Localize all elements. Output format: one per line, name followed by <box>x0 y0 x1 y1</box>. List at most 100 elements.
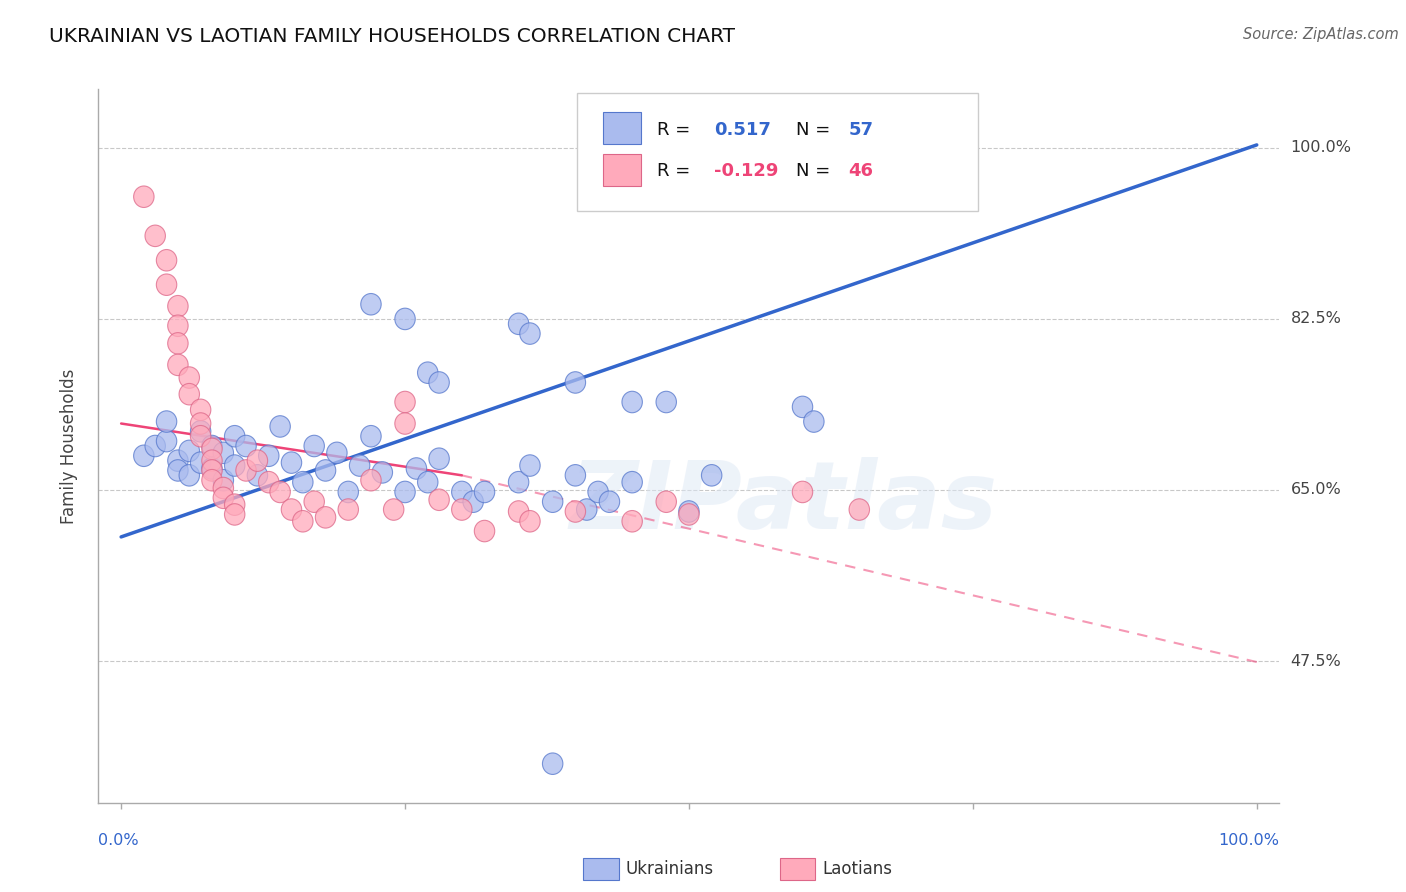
Ellipse shape <box>179 384 200 405</box>
Ellipse shape <box>214 442 233 464</box>
Ellipse shape <box>190 421 211 442</box>
Ellipse shape <box>621 392 643 413</box>
Ellipse shape <box>315 507 336 528</box>
Text: 100.0%: 100.0% <box>1291 140 1351 155</box>
Text: Source: ZipAtlas.com: Source: ZipAtlas.com <box>1243 27 1399 42</box>
Ellipse shape <box>202 458 222 479</box>
Ellipse shape <box>543 753 562 774</box>
Ellipse shape <box>247 450 267 471</box>
Ellipse shape <box>679 504 699 525</box>
Ellipse shape <box>565 465 585 486</box>
Ellipse shape <box>804 411 824 433</box>
Ellipse shape <box>429 372 450 393</box>
Ellipse shape <box>565 500 585 522</box>
Ellipse shape <box>474 520 495 541</box>
Text: Ukrainians: Ukrainians <box>626 860 714 878</box>
Ellipse shape <box>337 481 359 503</box>
Y-axis label: Family Households: Family Households <box>59 368 77 524</box>
Bar <box>603 112 641 145</box>
Ellipse shape <box>304 491 325 513</box>
Text: 0.0%: 0.0% <box>98 833 139 848</box>
Ellipse shape <box>270 416 291 437</box>
Ellipse shape <box>259 445 278 467</box>
Ellipse shape <box>406 458 426 479</box>
Ellipse shape <box>792 396 813 417</box>
Ellipse shape <box>145 225 166 246</box>
Ellipse shape <box>429 489 450 510</box>
Ellipse shape <box>384 499 404 520</box>
Ellipse shape <box>214 477 233 499</box>
Ellipse shape <box>621 471 643 493</box>
Ellipse shape <box>134 186 155 208</box>
Ellipse shape <box>304 435 325 457</box>
Ellipse shape <box>463 491 484 513</box>
Ellipse shape <box>156 411 177 433</box>
Ellipse shape <box>214 487 233 508</box>
Ellipse shape <box>509 313 529 334</box>
Ellipse shape <box>792 481 813 503</box>
Ellipse shape <box>156 430 177 452</box>
Ellipse shape <box>156 274 177 295</box>
Ellipse shape <box>599 491 620 513</box>
Text: 46: 46 <box>848 162 873 180</box>
Ellipse shape <box>565 372 585 393</box>
Ellipse shape <box>190 425 211 447</box>
Ellipse shape <box>679 500 699 522</box>
Ellipse shape <box>202 435 222 457</box>
Text: N =: N = <box>796 121 837 139</box>
Ellipse shape <box>451 499 472 520</box>
Ellipse shape <box>395 392 415 413</box>
Ellipse shape <box>236 459 256 481</box>
Ellipse shape <box>225 504 245 525</box>
Ellipse shape <box>315 459 336 481</box>
Ellipse shape <box>202 450 222 471</box>
Text: 0.517: 0.517 <box>714 121 770 139</box>
Ellipse shape <box>179 367 200 388</box>
Text: Laotians: Laotians <box>823 860 893 878</box>
Ellipse shape <box>520 455 540 476</box>
Ellipse shape <box>202 469 222 491</box>
Ellipse shape <box>259 471 278 493</box>
Ellipse shape <box>702 465 721 486</box>
Ellipse shape <box>167 333 188 354</box>
Ellipse shape <box>156 250 177 271</box>
Ellipse shape <box>451 481 472 503</box>
Bar <box>603 153 641 186</box>
Ellipse shape <box>167 315 188 336</box>
Ellipse shape <box>395 308 415 330</box>
Ellipse shape <box>190 399 211 421</box>
Ellipse shape <box>849 499 869 520</box>
Ellipse shape <box>361 469 381 491</box>
Ellipse shape <box>588 481 609 503</box>
Ellipse shape <box>543 491 562 513</box>
Ellipse shape <box>395 481 415 503</box>
Ellipse shape <box>225 425 245 447</box>
Ellipse shape <box>395 413 415 434</box>
FancyBboxPatch shape <box>576 93 979 211</box>
Ellipse shape <box>349 455 370 476</box>
Text: R =: R = <box>657 162 696 180</box>
Ellipse shape <box>247 465 267 486</box>
Text: R =: R = <box>657 121 696 139</box>
Ellipse shape <box>361 425 381 447</box>
Text: UKRAINIAN VS LAOTIAN FAMILY HOUSEHOLDS CORRELATION CHART: UKRAINIAN VS LAOTIAN FAMILY HOUSEHOLDS C… <box>49 27 735 45</box>
Ellipse shape <box>520 323 540 344</box>
Ellipse shape <box>179 465 200 486</box>
Ellipse shape <box>167 295 188 317</box>
Ellipse shape <box>202 438 222 459</box>
Ellipse shape <box>520 510 540 532</box>
Ellipse shape <box>134 445 155 467</box>
Ellipse shape <box>657 491 676 513</box>
Ellipse shape <box>509 471 529 493</box>
Ellipse shape <box>202 459 222 481</box>
Ellipse shape <box>657 392 676 413</box>
Ellipse shape <box>167 354 188 376</box>
Text: 47.5%: 47.5% <box>1291 654 1341 669</box>
Ellipse shape <box>621 510 643 532</box>
Text: N =: N = <box>796 162 837 180</box>
Ellipse shape <box>225 494 245 516</box>
Ellipse shape <box>179 440 200 462</box>
Ellipse shape <box>190 452 211 474</box>
Ellipse shape <box>418 362 439 384</box>
Text: ZIPatlas: ZIPatlas <box>569 457 997 549</box>
